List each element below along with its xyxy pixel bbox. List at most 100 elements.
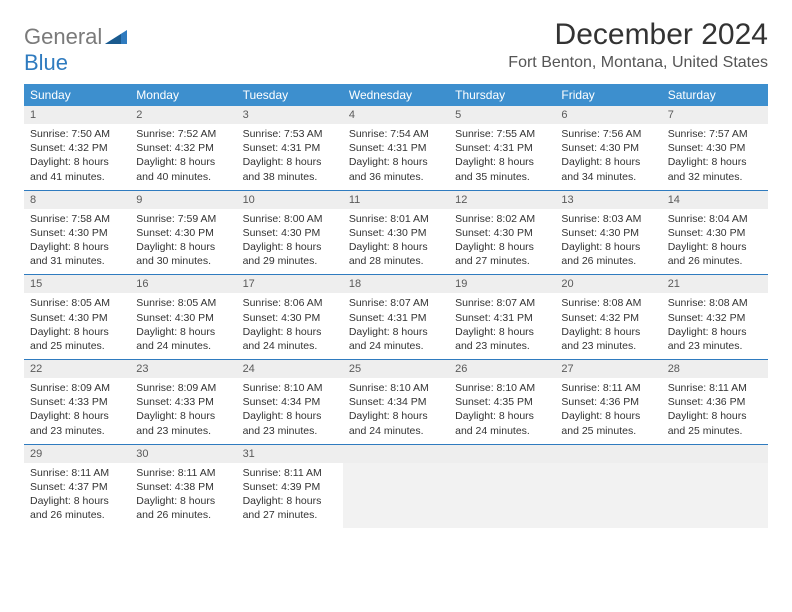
- day-cell: Sunrise: 7:52 AMSunset: 4:32 PMDaylight:…: [130, 124, 236, 190]
- day-line: and 27 minutes.: [243, 508, 337, 522]
- day-line: Sunrise: 8:03 AM: [561, 212, 655, 226]
- day-line: Sunset: 4:32 PM: [561, 311, 655, 325]
- day-cell: [343, 463, 449, 529]
- day-cell: Sunrise: 7:57 AMSunset: 4:30 PMDaylight:…: [662, 124, 768, 190]
- dow-row: SundayMondayTuesdayWednesdayThursdayFrid…: [24, 84, 768, 106]
- day-number: 12: [449, 190, 555, 209]
- day-line: Daylight: 8 hours: [243, 155, 337, 169]
- day-line: Daylight: 8 hours: [561, 409, 655, 423]
- day-line: Sunset: 4:31 PM: [455, 311, 549, 325]
- day-line: Daylight: 8 hours: [243, 494, 337, 508]
- day-line: Sunrise: 8:11 AM: [668, 381, 762, 395]
- day-line: Sunrise: 8:11 AM: [243, 466, 337, 480]
- day-number: 11: [343, 190, 449, 209]
- day-line: and 27 minutes.: [455, 254, 549, 268]
- day-cell: Sunrise: 8:11 AMSunset: 4:38 PMDaylight:…: [130, 463, 236, 529]
- day-line: Daylight: 8 hours: [561, 240, 655, 254]
- day-line: and 24 minutes.: [243, 339, 337, 353]
- day-number: 25: [343, 360, 449, 379]
- day-line: Sunrise: 8:08 AM: [668, 296, 762, 310]
- day-line: Sunrise: 8:07 AM: [455, 296, 549, 310]
- logo-text: General Blue: [24, 24, 127, 76]
- day-cell: Sunrise: 8:07 AMSunset: 4:31 PMDaylight:…: [343, 293, 449, 359]
- day-line: Sunset: 4:33 PM: [30, 395, 124, 409]
- day-number: 10: [237, 190, 343, 209]
- day-line: Sunset: 4:30 PM: [136, 226, 230, 240]
- day-line: Sunrise: 8:11 AM: [30, 466, 124, 480]
- day-cell: Sunrise: 8:00 AMSunset: 4:30 PMDaylight:…: [237, 209, 343, 275]
- day-cell: Sunrise: 8:05 AMSunset: 4:30 PMDaylight:…: [130, 293, 236, 359]
- day-number: [449, 444, 555, 463]
- day-line: and 40 minutes.: [136, 170, 230, 184]
- day-line: Daylight: 8 hours: [30, 240, 124, 254]
- day-number: 9: [130, 190, 236, 209]
- day-number: 8: [24, 190, 130, 209]
- day-line: Daylight: 8 hours: [668, 155, 762, 169]
- day-cell: Sunrise: 8:07 AMSunset: 4:31 PMDaylight:…: [449, 293, 555, 359]
- day-cell: Sunrise: 7:54 AMSunset: 4:31 PMDaylight:…: [343, 124, 449, 190]
- day-line: Daylight: 8 hours: [243, 409, 337, 423]
- day-line: Sunset: 4:30 PM: [668, 141, 762, 155]
- day-line: Sunrise: 7:56 AM: [561, 127, 655, 141]
- day-line: Sunrise: 8:09 AM: [30, 381, 124, 395]
- day-line: Sunset: 4:36 PM: [668, 395, 762, 409]
- day-number: 16: [130, 275, 236, 294]
- day-line: Sunrise: 7:59 AM: [136, 212, 230, 226]
- day-cell: Sunrise: 8:09 AMSunset: 4:33 PMDaylight:…: [130, 378, 236, 444]
- day-line: Daylight: 8 hours: [561, 155, 655, 169]
- day-line: Sunrise: 7:54 AM: [349, 127, 443, 141]
- day-line: Sunset: 4:30 PM: [668, 226, 762, 240]
- day-number: 2: [130, 106, 236, 124]
- day-number: 30: [130, 444, 236, 463]
- day-line: Sunrise: 8:07 AM: [349, 296, 443, 310]
- day-number: 13: [555, 190, 661, 209]
- day-line: Sunset: 4:37 PM: [30, 480, 124, 494]
- day-line: Sunset: 4:33 PM: [136, 395, 230, 409]
- day-cell: Sunrise: 8:02 AMSunset: 4:30 PMDaylight:…: [449, 209, 555, 275]
- logo-word-2: Blue: [24, 50, 68, 75]
- day-line: Sunset: 4:30 PM: [136, 311, 230, 325]
- day-number: 15: [24, 275, 130, 294]
- day-line: and 41 minutes.: [30, 170, 124, 184]
- data-row: Sunrise: 8:05 AMSunset: 4:30 PMDaylight:…: [24, 293, 768, 359]
- day-line: Daylight: 8 hours: [136, 325, 230, 339]
- day-line: Sunset: 4:34 PM: [349, 395, 443, 409]
- day-line: Daylight: 8 hours: [455, 325, 549, 339]
- day-line: and 32 minutes.: [668, 170, 762, 184]
- day-cell: Sunrise: 8:08 AMSunset: 4:32 PMDaylight:…: [662, 293, 768, 359]
- day-cell: Sunrise: 8:10 AMSunset: 4:34 PMDaylight:…: [343, 378, 449, 444]
- day-line: Daylight: 8 hours: [349, 155, 443, 169]
- day-line: Daylight: 8 hours: [455, 240, 549, 254]
- data-row: Sunrise: 8:11 AMSunset: 4:37 PMDaylight:…: [24, 463, 768, 529]
- day-line: Daylight: 8 hours: [243, 325, 337, 339]
- daynum-row: 891011121314: [24, 190, 768, 209]
- day-line: Sunrise: 7:55 AM: [455, 127, 549, 141]
- day-line: and 25 minutes.: [668, 424, 762, 438]
- day-line: Sunset: 4:36 PM: [561, 395, 655, 409]
- day-line: Sunset: 4:30 PM: [455, 226, 549, 240]
- dow-cell: Thursday: [449, 84, 555, 106]
- day-line: and 23 minutes.: [136, 424, 230, 438]
- day-line: Sunset: 4:35 PM: [455, 395, 549, 409]
- day-cell: Sunrise: 7:58 AMSunset: 4:30 PMDaylight:…: [24, 209, 130, 275]
- day-line: Sunset: 4:30 PM: [561, 141, 655, 155]
- day-line: and 28 minutes.: [349, 254, 443, 268]
- dow-cell: Sunday: [24, 84, 130, 106]
- day-line: Sunset: 4:30 PM: [30, 226, 124, 240]
- title-block: December 2024 Fort Benton, Montana, Unit…: [508, 18, 768, 72]
- day-line: and 26 minutes.: [668, 254, 762, 268]
- dow-cell: Tuesday: [237, 84, 343, 106]
- day-number: 27: [555, 360, 661, 379]
- day-line: and 38 minutes.: [243, 170, 337, 184]
- day-cell: Sunrise: 8:01 AMSunset: 4:30 PMDaylight:…: [343, 209, 449, 275]
- day-number: 5: [449, 106, 555, 124]
- day-line: Daylight: 8 hours: [668, 325, 762, 339]
- day-line: Sunrise: 8:11 AM: [561, 381, 655, 395]
- day-line: Sunrise: 8:05 AM: [30, 296, 124, 310]
- day-number: [555, 444, 661, 463]
- day-line: Sunrise: 8:10 AM: [455, 381, 549, 395]
- day-line: Sunset: 4:31 PM: [349, 311, 443, 325]
- day-line: Daylight: 8 hours: [136, 155, 230, 169]
- day-line: Sunset: 4:32 PM: [668, 311, 762, 325]
- day-number: 31: [237, 444, 343, 463]
